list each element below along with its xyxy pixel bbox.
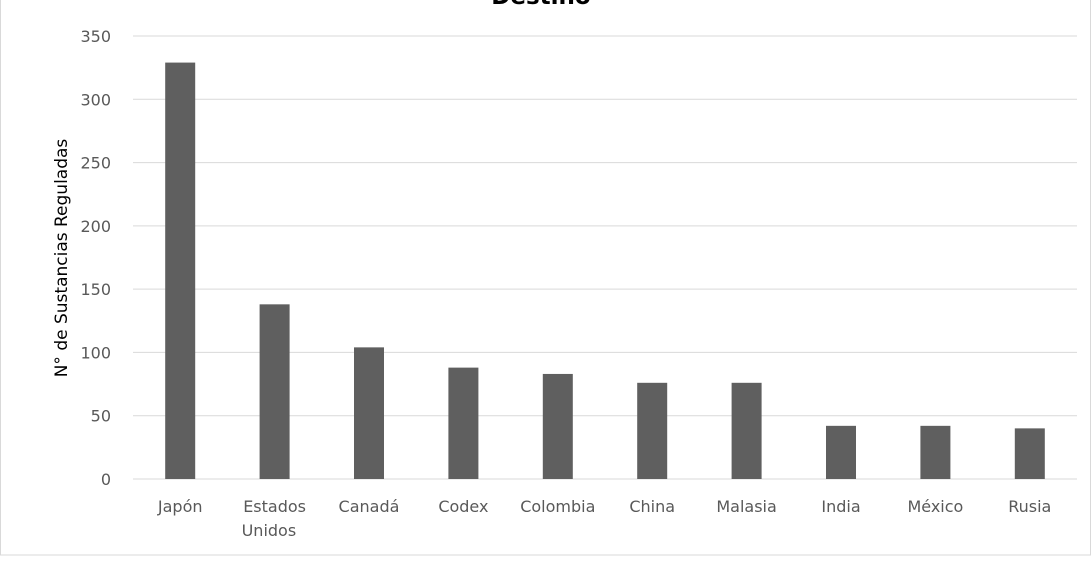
bars [165, 62, 1045, 479]
y-tick-label: 100 [80, 343, 111, 362]
y-tick-label: 350 [80, 27, 111, 46]
y-axis-ticks: 0 50 100 150 200 250 300 350 [80, 27, 111, 489]
x-tick-label: Unidos [242, 521, 297, 540]
y-tick-label: 0 [101, 470, 111, 489]
y-axis-label: N° de Sustancias Reguladas [52, 139, 72, 378]
y-tick-label: 300 [80, 90, 111, 109]
bar [826, 425, 856, 479]
x-tick-label: Colombia [520, 497, 595, 516]
chart-title: Destino [491, 0, 590, 10]
x-tick-label: Japón [157, 497, 203, 516]
bar [637, 382, 668, 479]
bar [165, 62, 196, 479]
gridlines [133, 35, 1077, 480]
bar [354, 347, 384, 479]
bar [1014, 428, 1045, 479]
x-tick-label: Malasia [716, 497, 776, 516]
x-tick-label: Codex [438, 497, 488, 516]
x-tick-label: Rusia [1008, 497, 1051, 516]
x-tick-label: China [629, 497, 675, 516]
bar [448, 367, 479, 479]
bar [542, 373, 573, 479]
y-tick-label: 50 [91, 407, 111, 426]
x-tick-label: México [907, 497, 963, 516]
bar [920, 425, 951, 479]
y-tick-label: 200 [80, 217, 111, 236]
y-tick-label: 250 [80, 154, 111, 173]
x-tick-label: Canadá [339, 497, 400, 516]
x-tick-label: India [821, 497, 860, 516]
x-axis-ticks: Japón Estados Unidos Canadá Codex Colombia Chi… [157, 497, 1051, 540]
bar [259, 304, 290, 479]
y-tick-label: 150 [80, 280, 111, 299]
x-tick-label: Estados [243, 497, 306, 516]
bar [731, 382, 762, 479]
